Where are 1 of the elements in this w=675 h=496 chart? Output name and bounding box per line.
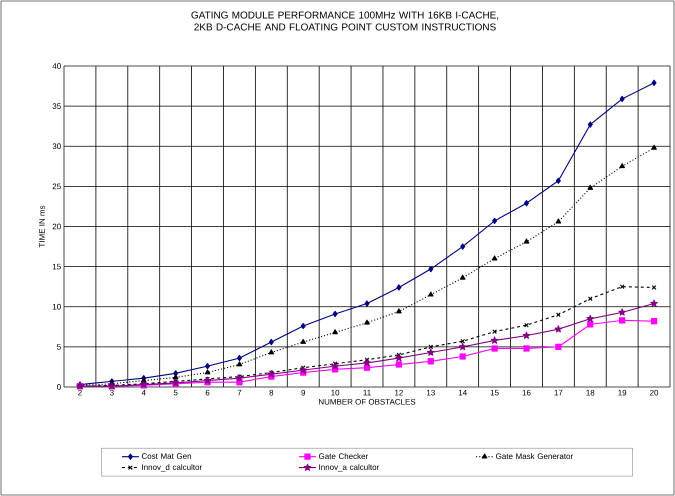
- chart-title: GATING MODULE PERFORMANCE 100MHz WITH 16KB I-CACHE, 2KB D-CACHE AND FLOATING POINT CUSTOM INSTRUCTIONS: [191, 11, 498, 30]
